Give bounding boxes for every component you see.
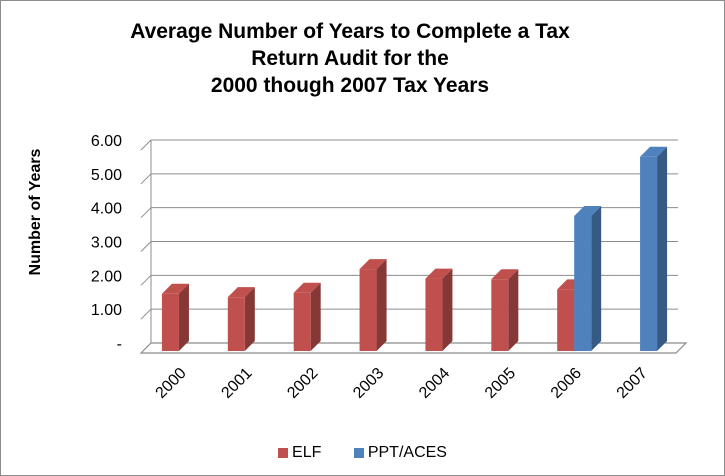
y-tick-label: 1.00: [91, 302, 122, 319]
gridline-depth: [140, 173, 152, 185]
bar-front: [227, 297, 245, 351]
chart-title-line-1: Average Number of Years to Complete a Ta…: [130, 20, 570, 43]
bar-top: [491, 269, 519, 280]
bar-elf-2005: [491, 269, 519, 351]
legend-swatch-ppt-aces: [353, 448, 364, 458]
bar-front: [640, 156, 658, 351]
bar-side: [508, 269, 519, 351]
bar-top: [640, 146, 668, 157]
bar-front: [359, 269, 377, 351]
bar-side: [376, 259, 387, 351]
y-tick-label: 6.00: [91, 133, 122, 150]
bar-top: [574, 205, 602, 216]
chart-title: Average Number of Years to Complete a Ta…: [90, 18, 610, 99]
bars: [161, 146, 668, 351]
y-tick-label: 4.00: [91, 201, 122, 218]
x-tick-label: 2003: [350, 365, 387, 402]
y-tick-label: 3.00: [91, 235, 122, 252]
x-tick-label: 2007: [614, 365, 651, 402]
x-axis-ticks: 2000 2001 2002 2003 2004 2005 2006 2007: [153, 365, 651, 402]
y-tick-label: -: [117, 336, 122, 353]
gridline-depth: [140, 308, 152, 320]
bar-top: [227, 287, 255, 298]
y-tick-label: 2.00: [91, 268, 122, 285]
bar-top: [293, 282, 321, 293]
bar-side: [244, 287, 255, 351]
bar-side: [442, 268, 453, 351]
x-tick-label: 2005: [482, 365, 519, 402]
chart-title-line-2: Return Audit for the: [251, 47, 449, 70]
bar-top: [161, 283, 189, 294]
chart-title-line-3: 2000 though 2007 Tax Years: [210, 74, 490, 97]
bar-chart: -1.002.003.004.005.006.00 2000 2001 2002 20…: [91, 133, 688, 402]
bar-front: [557, 289, 575, 351]
y-tick-label: 5.00: [91, 167, 122, 184]
gridline-depth: [140, 274, 152, 286]
legend-label-ppt-aces: PPT/ACES: [367, 444, 447, 461]
bar-ppt-aces-2006: [574, 205, 602, 351]
x-tick-label: 2001: [218, 365, 255, 402]
legend-item-elf: ELF: [278, 444, 321, 462]
bar-elf-2003: [359, 259, 387, 351]
bar-side: [591, 205, 602, 351]
bar-front: [425, 278, 443, 351]
bar-top: [359, 259, 387, 270]
bar-elf-2002: [293, 282, 321, 351]
bar-elf-2004: [425, 268, 453, 351]
gridline-depth: [140, 207, 152, 219]
bar-elf-2000: [161, 283, 189, 351]
bar-ppt-aces-2007: [640, 146, 668, 351]
bar-elf-2001: [227, 287, 255, 351]
gridline-depth: [140, 139, 152, 151]
bar-front: [161, 293, 179, 351]
legend-label-elf: ELF: [292, 444, 322, 461]
chart-floor: [139, 342, 688, 354]
bar-front: [574, 215, 592, 351]
x-tick-label: 2002: [284, 365, 321, 402]
floor-plane: [139, 342, 688, 354]
x-tick-label: 2004: [416, 365, 453, 402]
bar-front: [491, 279, 509, 351]
gridline-depth: [140, 241, 152, 252]
legend-item-ppt-aces: PPT/ACES: [353, 444, 447, 462]
y-axis-ticks: - 1.00 2.00 3.00 4.00 5.00 6.00: [91, 133, 122, 353]
legend-swatch-elf: [278, 448, 289, 458]
bar-side: [310, 282, 321, 351]
bar-side: [657, 146, 668, 351]
bar-side: [178, 283, 189, 351]
bar-front: [293, 292, 311, 351]
legend: ELF PPT/ACES: [0, 444, 725, 463]
x-tick-label: 2000: [153, 365, 190, 402]
bar-top: [425, 268, 453, 279]
x-tick-label: 2006: [548, 365, 585, 402]
